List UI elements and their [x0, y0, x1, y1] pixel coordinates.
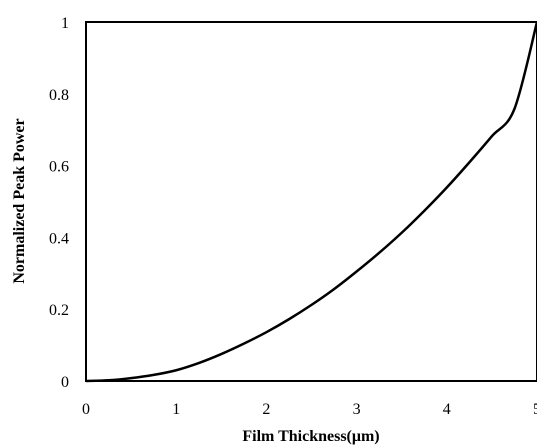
x-tick-label: 3 [353, 401, 361, 418]
y-axis-ticks: 0 0.2 0.4 0.6 0.8 1 [49, 15, 69, 391]
series-line [85, 21, 537, 383]
x-tick-label: 0 [82, 401, 90, 418]
series-layer [85, 21, 537, 383]
y-tick-label: 0.6 [49, 159, 69, 176]
y-tick-label: 0.2 [49, 302, 69, 319]
y-axis-title: Normalized Peak Power [11, 118, 28, 283]
y-tick-label: 0.4 [49, 230, 69, 247]
y-tick-label: 0 [61, 374, 69, 391]
x-axis-ticks: 0 1 2 3 4 5 [82, 401, 537, 418]
y-tick-label: 1 [61, 15, 69, 32]
x-tick-label: 5 [533, 401, 537, 418]
x-tick-label: 2 [262, 401, 270, 418]
y-tick-label: 0.8 [49, 87, 69, 104]
x-axis-title: Film Thickness(μm) [242, 428, 379, 445]
x-tick-label: 4 [443, 401, 451, 418]
x-tick-label: 1 [172, 401, 180, 418]
plot-area-frame [85, 21, 537, 382]
